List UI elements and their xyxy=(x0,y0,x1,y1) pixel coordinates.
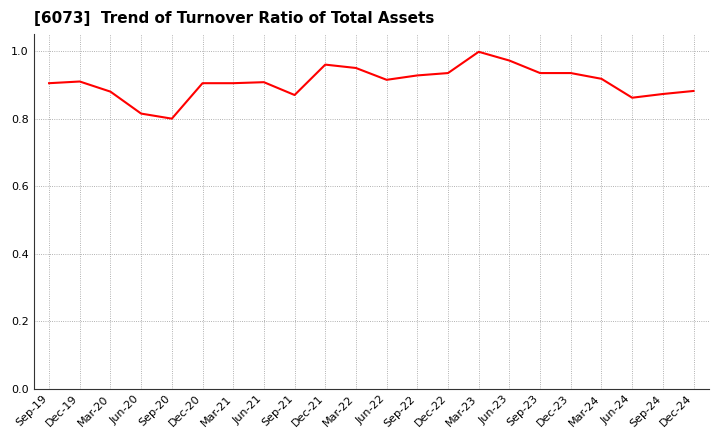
Text: [6073]  Trend of Turnover Ratio of Total Assets: [6073] Trend of Turnover Ratio of Total … xyxy=(34,11,434,26)
